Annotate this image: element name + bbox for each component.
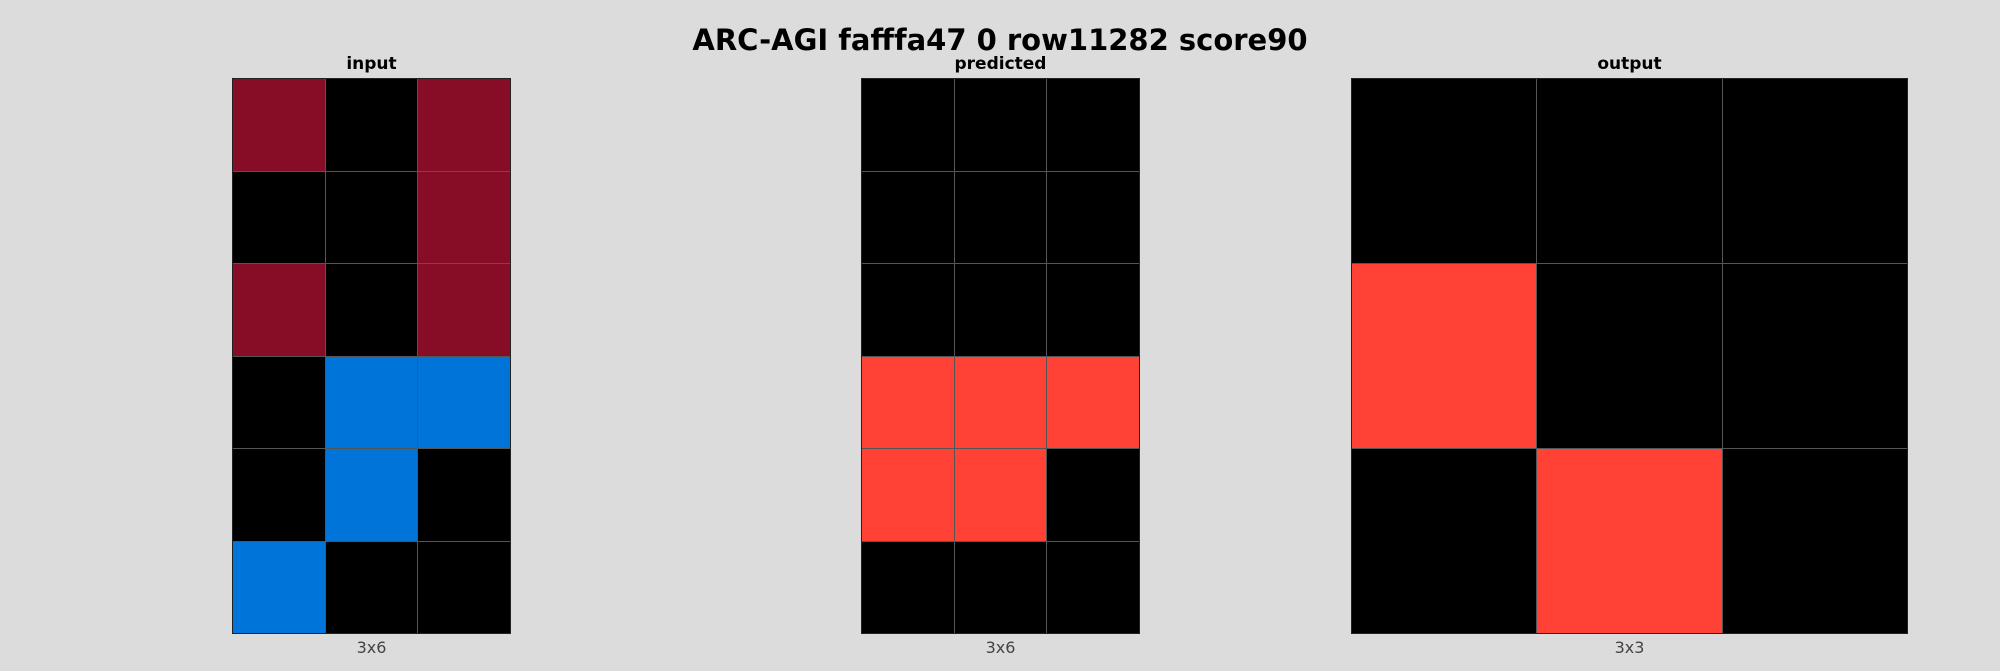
output-cell-r1-c2: [1722, 264, 1907, 448]
predicted-cell-r0-c0: [862, 79, 954, 171]
output-dimensions: 3x3: [1614, 638, 1645, 657]
output-cell-r2-c0: [1352, 449, 1537, 633]
predicted-cell-r2-c1: [954, 264, 1047, 356]
input-cell-r0-c2: [418, 79, 510, 171]
input-cell-r1-c1: [325, 171, 418, 263]
predicted-panel: predicted 3x6: [861, 54, 1140, 657]
input-cell-r0-c1: [325, 79, 418, 171]
predicted-cell-r0-c2: [1047, 79, 1139, 171]
predicted-cell-r1-c1: [954, 171, 1047, 263]
predicted-cell-r3-c2: [1047, 356, 1139, 448]
output-cell-r2-c1: [1537, 449, 1722, 633]
input-dimensions: 3x6: [356, 638, 387, 657]
input-grid: [232, 78, 511, 634]
input-cell-r3-c1: [325, 356, 418, 448]
predicted-panel-title: predicted: [954, 54, 1047, 74]
predicted-cell-r1-c2: [1047, 171, 1139, 263]
output-grid: [1351, 78, 1908, 634]
predicted-cell-r4-c1: [954, 449, 1047, 541]
input-cell-r5-c2: [418, 541, 510, 633]
predicted-cell-r4-c2: [1047, 449, 1139, 541]
figure-title: ARC-AGI fafffa47 0 row11282 score90: [692, 23, 1308, 57]
input-cell-r5-c0: [233, 541, 325, 633]
input-panel-title: input: [346, 54, 397, 74]
input-cell-r2-c1: [325, 264, 418, 356]
input-cell-r3-c2: [418, 356, 510, 448]
output-cell-r0-c2: [1722, 79, 1907, 263]
output-panel: output 3x3: [1351, 54, 1908, 657]
predicted-cell-r5-c0: [862, 541, 954, 633]
predicted-cell-r5-c1: [954, 541, 1047, 633]
output-cell-r1-c0: [1352, 264, 1537, 448]
predicted-dimensions: 3x6: [985, 638, 1016, 657]
input-cell-r2-c2: [418, 264, 510, 356]
input-cell-r1-c0: [233, 171, 325, 263]
output-cell-r0-c1: [1537, 79, 1722, 263]
output-cell-r2-c2: [1722, 449, 1907, 633]
input-panel: input 3x6: [232, 54, 511, 657]
input-cell-r2-c0: [233, 264, 325, 356]
predicted-cell-r5-c2: [1047, 541, 1139, 633]
predicted-cell-r2-c2: [1047, 264, 1139, 356]
predicted-cell-r1-c0: [862, 171, 954, 263]
predicted-cell-r3-c0: [862, 356, 954, 448]
predicted-cell-r3-c1: [954, 356, 1047, 448]
output-cell-r0-c0: [1352, 79, 1537, 263]
input-cell-r1-c2: [418, 171, 510, 263]
input-cell-r3-c0: [233, 356, 325, 448]
input-cell-r4-c1: [325, 449, 418, 541]
output-cell-r1-c1: [1537, 264, 1722, 448]
predicted-grid: [861, 78, 1140, 634]
input-cell-r5-c1: [325, 541, 418, 633]
predicted-cell-r0-c1: [954, 79, 1047, 171]
input-cell-r0-c0: [233, 79, 325, 171]
output-panel-title: output: [1597, 54, 1662, 74]
input-cell-r4-c2: [418, 449, 510, 541]
predicted-cell-r2-c0: [862, 264, 954, 356]
input-cell-r4-c0: [233, 449, 325, 541]
predicted-cell-r4-c0: [862, 449, 954, 541]
